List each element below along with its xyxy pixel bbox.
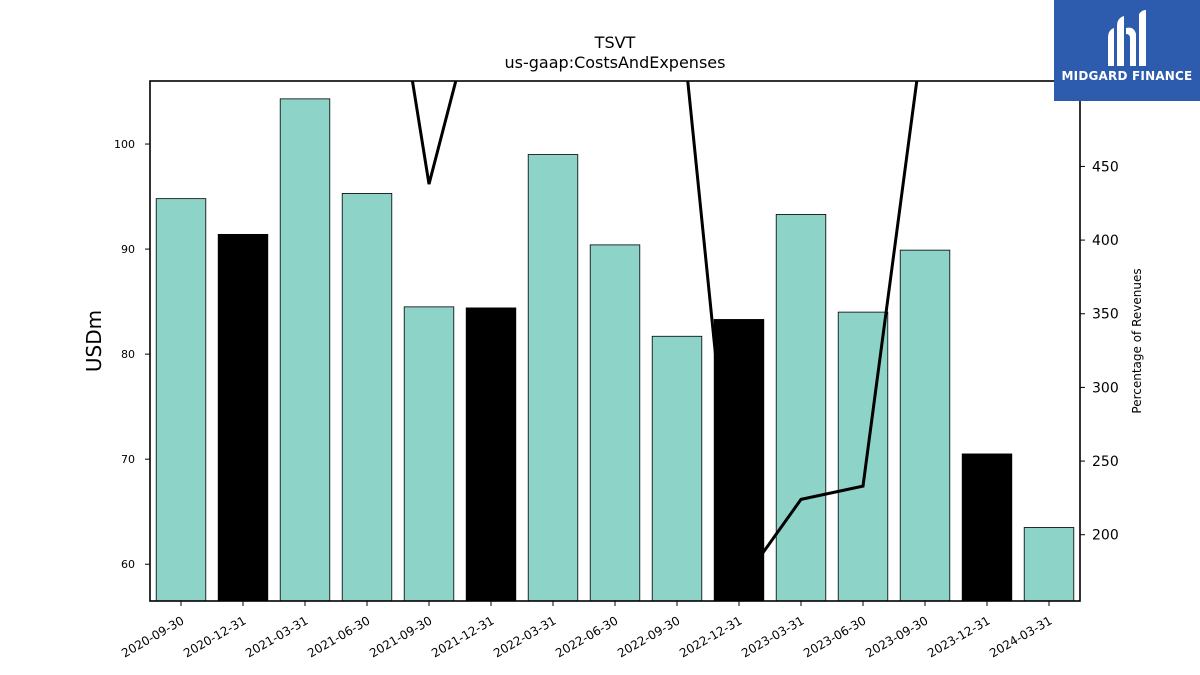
bar-2021-09-30: [403, 306, 455, 602]
bar-2022-03-31: [527, 154, 579, 602]
x-tick-label: 2020-09-30: [119, 613, 186, 660]
x-tick-label: 2023-03-31: [739, 613, 806, 660]
x-tick-label: 2022-12-31: [677, 613, 744, 660]
bar-2021-03-31: [279, 98, 331, 602]
x-tick-label: 2021-09-30: [367, 613, 434, 660]
chart-subtitle: us-gaap:CostsAndExpenses: [505, 53, 726, 72]
bars: [155, 98, 1075, 602]
y2-axis-label: Percentage of Revenues: [1130, 268, 1144, 413]
y2-tick-label: 400: [1092, 233, 1119, 249]
x-tick-label: 2021-12-31: [429, 613, 496, 660]
bar-2021-06-30: [341, 193, 393, 602]
chart-title: TSVT: [594, 33, 636, 52]
bar-2020-12-31: [217, 233, 269, 602]
midgard-logo-icon: [1108, 10, 1146, 67]
y-axis-label: USDm: [82, 310, 106, 372]
y2-tick-label: 300: [1092, 380, 1119, 396]
y2-tick-label: 450: [1092, 159, 1119, 175]
x-tick-label: 2023-06-30: [801, 613, 868, 660]
y-tick-label: 70: [121, 453, 135, 466]
y-tick-label: 80: [121, 348, 135, 361]
y-tick-label: 100: [114, 138, 135, 151]
bar-2024-03-31: [1023, 527, 1075, 602]
y2-tick-label: 250: [1092, 454, 1119, 470]
bar-2022-09-30: [651, 335, 703, 602]
brand-logo: MIDGARD FINANCE: [1054, 0, 1200, 101]
y-tick-label: 60: [121, 558, 135, 571]
bar-2023-03-31: [775, 214, 827, 602]
x-tick-label: 2021-06-30: [305, 613, 372, 660]
bar-2022-06-30: [589, 244, 641, 602]
bar-2023-12-31: [961, 453, 1013, 602]
y2-tick-label: 200: [1092, 528, 1119, 544]
bar-2022-12-31: [713, 319, 765, 602]
revenue-percentage-line: [410, 81, 919, 591]
x-tick-label: 2021-03-31: [243, 613, 310, 660]
bar-2023-09-30: [899, 249, 951, 602]
bar-2020-09-30: [155, 198, 207, 602]
x-tick-label: 2023-09-30: [863, 613, 930, 660]
x-tick-label: 2022-06-30: [553, 613, 620, 660]
y-tick-label: 90: [121, 243, 135, 256]
x-tick-label: 2020-12-31: [181, 613, 248, 660]
bar-2021-12-31: [465, 307, 517, 602]
x-tick-label: 2022-03-31: [491, 613, 558, 660]
x-tick-label: 2024-03-31: [987, 613, 1054, 660]
x-tick-label: 2023-12-31: [925, 613, 992, 660]
y2-tick-label: 350: [1092, 307, 1119, 323]
x-tick-label: 2022-09-30: [615, 613, 682, 660]
line-series: [410, 81, 919, 591]
brand-name: MIDGARD FINANCE: [1061, 69, 1193, 83]
